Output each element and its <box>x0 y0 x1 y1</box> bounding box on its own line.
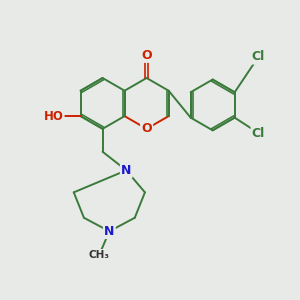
Text: Cl: Cl <box>252 127 265 140</box>
Text: Cl: Cl <box>252 50 265 63</box>
Text: O: O <box>141 49 152 62</box>
Text: CH₃: CH₃ <box>89 250 110 260</box>
Text: O: O <box>141 122 152 135</box>
Text: N: N <box>104 225 115 238</box>
Text: N: N <box>121 164 131 177</box>
Text: HO: HO <box>44 110 63 123</box>
